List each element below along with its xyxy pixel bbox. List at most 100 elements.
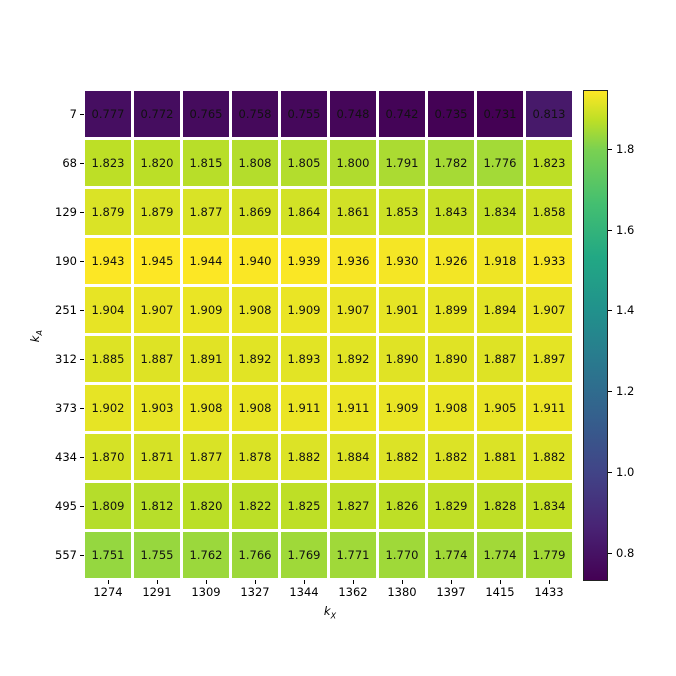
- heatmap-cell: 1.858: [526, 189, 572, 235]
- heatmap-cell: 1.907: [134, 287, 180, 333]
- x-tick-mark: [500, 580, 501, 584]
- x-tick-mark: [549, 580, 550, 584]
- heatmap-cell: 1.769: [281, 532, 327, 578]
- x-tick-label: 1362: [338, 585, 368, 599]
- heatmap-cell: 0.748: [330, 91, 376, 137]
- heatmap-cell: 1.882: [281, 434, 327, 480]
- x-tick-label: 1309: [191, 585, 221, 599]
- y-axis-label: kA: [27, 330, 45, 343]
- heatmap-cell: 1.933: [526, 238, 572, 284]
- x-tick-label: 1397: [436, 585, 466, 599]
- heatmap-cell: 1.892: [330, 336, 376, 382]
- heatmap-cell: 1.751: [85, 532, 131, 578]
- heatmap-cell: 1.901: [379, 287, 425, 333]
- x-tick-mark: [451, 580, 452, 584]
- heatmap-cell: 1.887: [477, 336, 523, 382]
- heatmap-cell: 0.735: [428, 91, 474, 137]
- x-tick-mark: [304, 580, 305, 584]
- colorbar-tick-label: 0.8: [616, 546, 635, 561]
- heatmap-cell: 1.774: [477, 532, 523, 578]
- heatmap-cell: 1.882: [428, 434, 474, 480]
- heatmap-cell: 1.911: [526, 385, 572, 431]
- heatmap-cell: 1.808: [232, 140, 278, 186]
- heatmap-cell: 1.800: [330, 140, 376, 186]
- heatmap-cell: 1.918: [477, 238, 523, 284]
- y-tick-mark: [80, 457, 84, 458]
- colorbar-tick-label: 1.4: [616, 303, 635, 318]
- colorbar-tick-mark: [608, 229, 612, 231]
- heatmap-cell: 0.758: [232, 91, 278, 137]
- heatmap-cell: 1.891: [183, 336, 229, 382]
- heatmap-cell: 1.897: [526, 336, 572, 382]
- heatmap-cell: 1.755: [134, 532, 180, 578]
- heatmap-cell: 1.908: [232, 385, 278, 431]
- y-tick-label: 495: [55, 499, 77, 513]
- heatmap-cell: 1.905: [477, 385, 523, 431]
- x-tick-label: 1327: [240, 585, 270, 599]
- heatmap-cell: 1.776: [477, 140, 523, 186]
- heatmap-cell: 1.885: [85, 336, 131, 382]
- y-tick-mark: [80, 506, 84, 507]
- heatmap-cell: 1.827: [330, 483, 376, 529]
- heatmap-cell: 1.829: [428, 483, 474, 529]
- heatmap-cell: 1.774: [428, 532, 474, 578]
- heatmap-cell: 1.903: [134, 385, 180, 431]
- y-tick-mark: [80, 359, 84, 360]
- heatmap-cell: 1.899: [428, 287, 474, 333]
- heatmap-cell: 1.853: [379, 189, 425, 235]
- x-tick-mark: [108, 580, 109, 584]
- heatmap-cell: 1.782: [428, 140, 474, 186]
- heatmap-cell: 1.909: [183, 287, 229, 333]
- heatmap-cell: 1.770: [379, 532, 425, 578]
- heatmap-cell: 1.908: [232, 287, 278, 333]
- heatmap-cell: 1.834: [477, 189, 523, 235]
- x-tick-mark: [353, 580, 354, 584]
- colorbar-tick-label: 1.8: [616, 141, 635, 156]
- heatmap-cell: 1.823: [526, 140, 572, 186]
- y-tick-mark: [80, 212, 84, 213]
- colorbar-tick-mark: [608, 310, 612, 312]
- colorbar: [583, 90, 608, 581]
- heatmap-cell: 1.930: [379, 238, 425, 284]
- colorbar-tick-mark: [608, 391, 612, 393]
- heatmap-cell: 1.820: [134, 140, 180, 186]
- heatmap-cell: 1.940: [232, 238, 278, 284]
- heatmap-cell: 1.939: [281, 238, 327, 284]
- heatmap-cell: 1.894: [477, 287, 523, 333]
- colorbar-tick-mark: [608, 472, 612, 474]
- heatmap-cell: 1.882: [526, 434, 572, 480]
- y-tick-label: 7: [69, 107, 77, 121]
- heatmap-cell: 1.909: [379, 385, 425, 431]
- heatmap-cell: 1.881: [477, 434, 523, 480]
- x-tick-label: 1433: [534, 585, 564, 599]
- heatmap-cell: 1.879: [85, 189, 131, 235]
- heatmap-cell: 1.820: [183, 483, 229, 529]
- heatmap-cell: 1.766: [232, 532, 278, 578]
- heatmap-cell: 1.812: [134, 483, 180, 529]
- heatmap-cell: 0.755: [281, 91, 327, 137]
- heatmap-cell: 1.791: [379, 140, 425, 186]
- heatmap-cell: 1.890: [428, 336, 474, 382]
- heatmap-cell: 1.926: [428, 238, 474, 284]
- y-tick-mark: [80, 163, 84, 164]
- heatmap-cell: 1.936: [330, 238, 376, 284]
- heatmap-cell: 1.909: [281, 287, 327, 333]
- heatmap-cell: 1.861: [330, 189, 376, 235]
- heatmap-cell: 1.779: [526, 532, 572, 578]
- heatmap-cell: 1.907: [330, 287, 376, 333]
- heatmap-cell: 0.772: [134, 91, 180, 137]
- heatmap-cell: 1.907: [526, 287, 572, 333]
- x-tick-label: 1291: [142, 585, 172, 599]
- colorbar-tick-mark: [608, 553, 612, 555]
- heatmap-cell: 0.742: [379, 91, 425, 137]
- y-tick-label: 373: [55, 401, 77, 415]
- y-tick-label: 251: [55, 303, 77, 317]
- y-tick-label: 434: [55, 450, 77, 464]
- y-tick-mark: [80, 408, 84, 409]
- x-tick-mark: [157, 580, 158, 584]
- x-axis-label: kX: [323, 604, 337, 621]
- heatmap-cell: 1.902: [85, 385, 131, 431]
- heatmap-cell: 1.815: [183, 140, 229, 186]
- x-tick-label: 1415: [485, 585, 515, 599]
